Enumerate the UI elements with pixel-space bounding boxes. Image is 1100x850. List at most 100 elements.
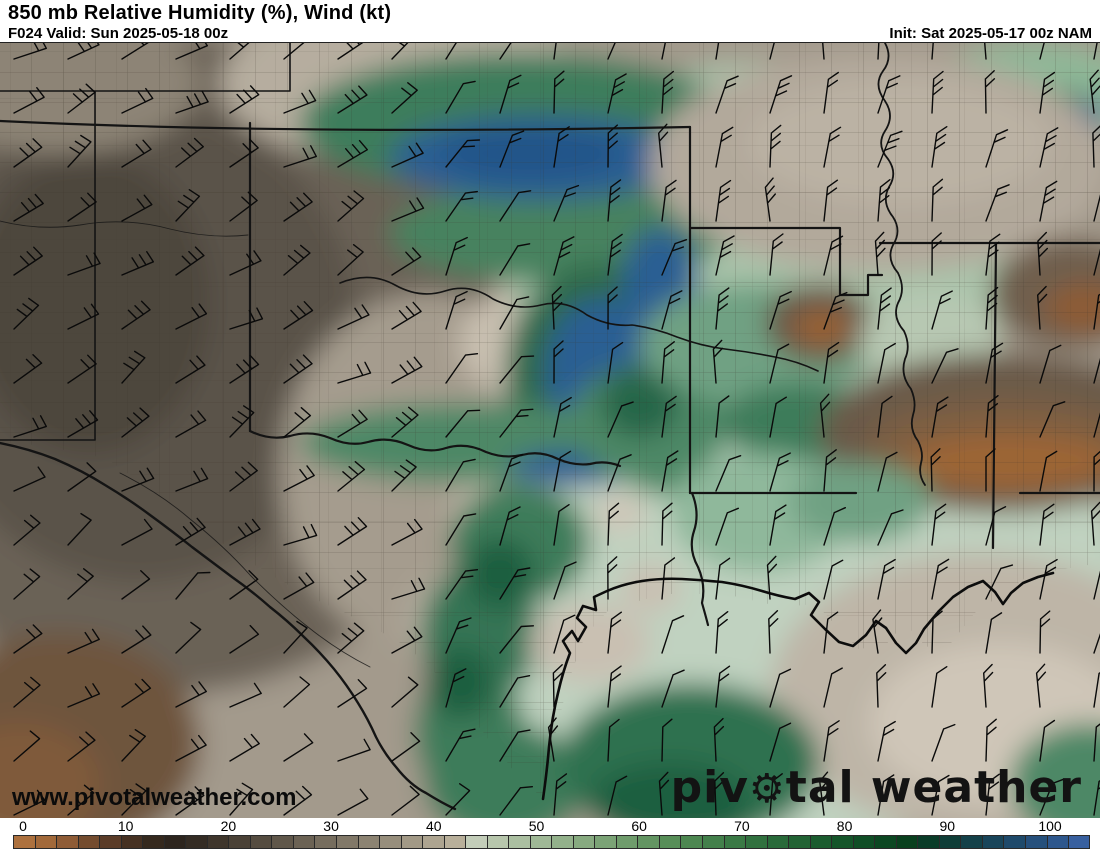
wind-barb xyxy=(823,559,844,600)
wind-barb xyxy=(175,189,201,222)
mississippi-river xyxy=(877,43,926,486)
wind-barb xyxy=(661,70,674,114)
colorbar-cell xyxy=(938,835,961,849)
border-mississippi-alabama xyxy=(991,241,998,550)
wind-barb xyxy=(175,303,208,330)
wind-barb xyxy=(661,290,683,330)
colorbar-cell xyxy=(788,835,810,849)
wind-barb xyxy=(985,129,1009,168)
wind-barb xyxy=(607,179,622,222)
wind-barb xyxy=(1039,503,1055,546)
wind-barb xyxy=(985,286,999,330)
wind-barb xyxy=(445,139,481,168)
wind-barb xyxy=(930,448,941,492)
colorbar-cell xyxy=(292,835,315,849)
wind-barb xyxy=(337,304,370,330)
colorbar-cell xyxy=(702,835,724,849)
wind-barb xyxy=(769,668,792,708)
wind-barb xyxy=(823,720,840,762)
wind-barb xyxy=(283,354,313,384)
wind-barb xyxy=(67,134,92,168)
wind-barb xyxy=(337,43,364,60)
wind-barb xyxy=(283,523,318,546)
wind-barb xyxy=(499,296,530,330)
wind-barb xyxy=(229,682,262,708)
colorbar-cell xyxy=(1068,835,1090,849)
wind-barb xyxy=(121,251,154,276)
wind-barb xyxy=(391,732,421,762)
wind-barb xyxy=(1037,231,1048,276)
wind-barb xyxy=(661,341,675,384)
colorbar-cell xyxy=(185,835,207,849)
wind-barb xyxy=(391,406,419,438)
colorbar-cell xyxy=(637,835,659,849)
colorbar-cell xyxy=(465,835,487,849)
colorbar-cell xyxy=(443,835,466,849)
wind-barb xyxy=(229,85,260,114)
wind-barb xyxy=(499,43,512,60)
wind-barb xyxy=(67,462,97,492)
wind-barb xyxy=(121,729,146,762)
wind-barb xyxy=(661,179,677,222)
arkansas-river xyxy=(339,276,819,372)
wind-barb xyxy=(229,624,260,654)
wind-barb xyxy=(1039,180,1058,222)
wind-barb xyxy=(445,409,481,438)
wind-barb xyxy=(121,194,153,222)
wind-barb xyxy=(445,236,468,276)
wind-barb xyxy=(13,297,40,330)
wind-barb xyxy=(1093,248,1100,276)
colorbar-cell xyxy=(271,835,293,849)
wind-barb xyxy=(877,509,904,546)
rio-grande-river xyxy=(0,441,457,811)
wind-barb xyxy=(769,396,787,438)
wind-barb xyxy=(121,87,154,114)
wind-barb xyxy=(607,43,616,60)
border-kansas-oklahoma xyxy=(0,119,692,132)
wind-barb xyxy=(931,774,950,816)
colorbar-tick-80: 80 xyxy=(836,818,853,834)
wind-barb xyxy=(391,577,426,600)
gear-icon: ⚙ xyxy=(748,766,786,812)
wind-barb xyxy=(121,467,155,492)
wind-barb xyxy=(876,664,887,708)
wind-barb xyxy=(985,506,1007,546)
wind-barb xyxy=(1093,293,1100,330)
wind-barb xyxy=(661,450,679,492)
wind-barb xyxy=(499,453,524,492)
wind-barb xyxy=(874,231,886,276)
colorbar-cell xyxy=(379,835,401,849)
wind-barb xyxy=(445,80,476,114)
wind-barb xyxy=(553,43,557,60)
wind-barb xyxy=(715,235,735,276)
wind-barb xyxy=(391,82,418,114)
wind-barb xyxy=(823,449,837,492)
wind-barb xyxy=(984,43,987,60)
weather-map-canvas[interactable] xyxy=(0,42,1100,819)
wind-barb xyxy=(337,190,365,222)
colorbar-cell xyxy=(13,835,35,849)
logo-text-post: tal weather xyxy=(785,762,1082,813)
wind-barb xyxy=(391,785,420,816)
wind-barb xyxy=(391,142,424,168)
wind-barb xyxy=(391,301,422,330)
wind-barb xyxy=(13,568,41,600)
wind-barb xyxy=(931,290,953,330)
wind-barb xyxy=(283,407,312,438)
wind-barb xyxy=(391,459,417,492)
wind-barb xyxy=(769,290,792,330)
wind-barb xyxy=(391,197,425,222)
wind-barb xyxy=(499,190,532,222)
wind-barb xyxy=(337,461,366,492)
wind-barb xyxy=(607,502,620,546)
wind-barb xyxy=(713,717,725,762)
wind-barb xyxy=(768,610,779,654)
wind-barb xyxy=(229,570,259,600)
colorbar-tick-10: 10 xyxy=(117,818,134,834)
colorbar-tick-90: 90 xyxy=(939,818,956,834)
wind-barb xyxy=(229,733,260,762)
wind-barb xyxy=(1035,663,1047,708)
wind-barb xyxy=(553,773,568,816)
wind-barb xyxy=(1039,558,1058,600)
colorbar-cell xyxy=(335,835,358,849)
